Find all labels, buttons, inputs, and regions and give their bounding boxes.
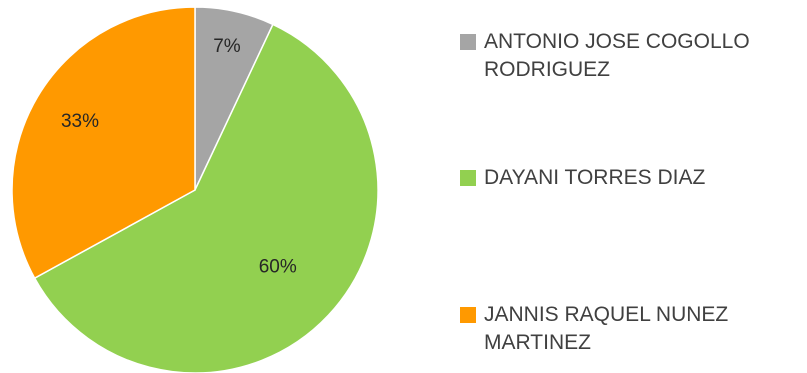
pie-slice [11, 6, 196, 280]
data-label: 60% [259, 257, 297, 278]
legend-label: JANNIS RAQUEL NUNEZ MARTINEZ [484, 303, 729, 354]
legend-swatch [460, 34, 476, 50]
legend-label: ANTONIO JOSE COGOLLO RODRIGUEZ [484, 30, 750, 81]
chart-legend: ANTONIO JOSE COGOLLO RODRIGUEZ DAYANI TO… [460, 0, 805, 373]
legend-item: ANTONIO JOSE COGOLLO RODRIGUEZ [460, 28, 794, 84]
pie-slice [33, 23, 379, 373]
legend-label: DAYANI TORRES DIAZ [484, 166, 706, 189]
data-label: 7% [213, 36, 241, 57]
data-label: 33% [61, 111, 99, 132]
pie-plot-area: 7% 60% 33% [11, 6, 379, 373]
legend-swatch [460, 307, 476, 323]
legend-item: JANNIS RAQUEL NUNEZ MARTINEZ [460, 301, 794, 357]
legend-item: DAYANI TORRES DIAZ [460, 164, 794, 192]
legend-swatch [460, 170, 476, 186]
